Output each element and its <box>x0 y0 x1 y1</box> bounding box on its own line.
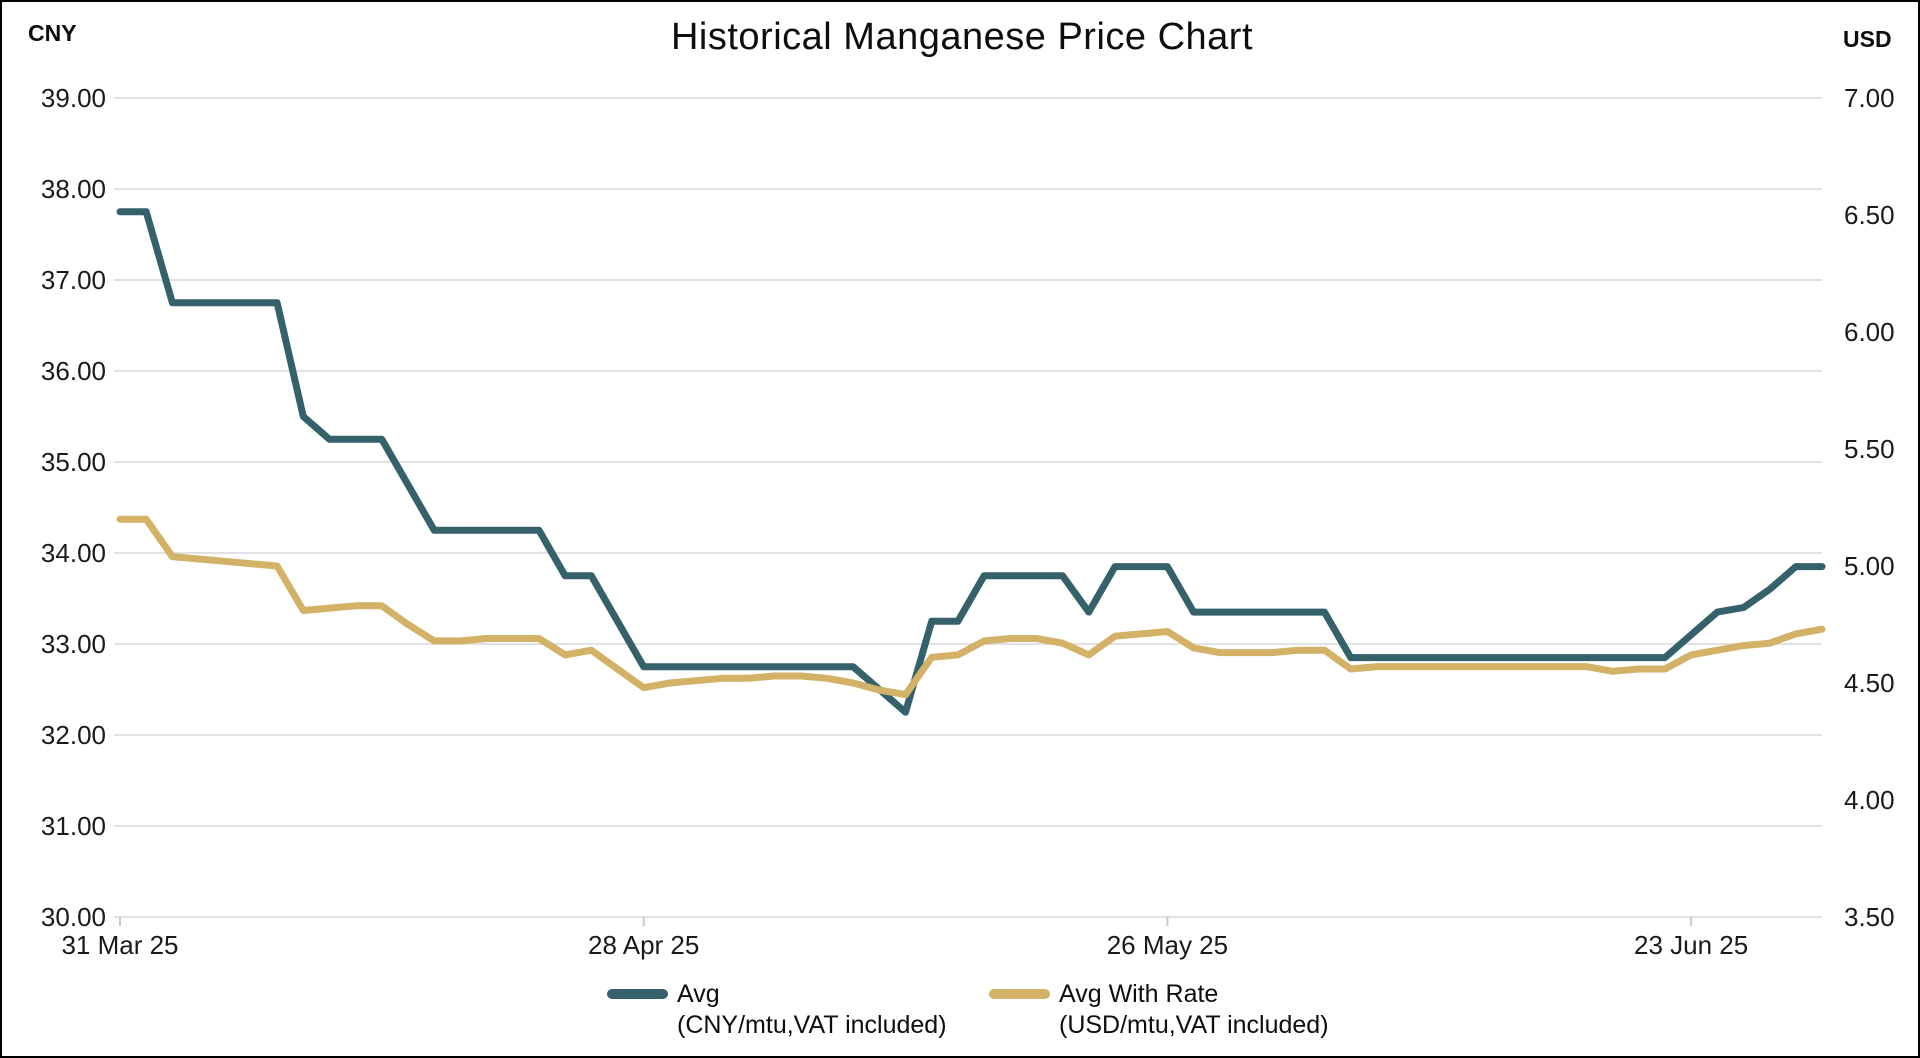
left-axis-unit-label: CNY <box>28 20 77 46</box>
x-axis-tick-label: 23 Jun 25 <box>1634 930 1748 960</box>
y-axis-right-tick-label: 6.50 <box>1844 200 1895 230</box>
y-axis-left-tick-label: 37.00 <box>41 265 106 295</box>
x-axis-tick-label: 31 Mar 25 <box>61 930 178 960</box>
x-axis-tick-label: 26 May 25 <box>1107 930 1228 960</box>
y-axis-left-tick-label: 30.00 <box>41 902 106 932</box>
y-axis-right-tick-label: 7.00 <box>1844 83 1895 113</box>
legend-series-note: (USD/mtu,VAT included) <box>1059 1011 1329 1039</box>
y-axis-left-tick-label: 33.00 <box>41 629 106 659</box>
legend-label-avg: Avg (CNY/mtu,VAT included) <box>677 979 947 1041</box>
legend-series-name: Avg <box>677 980 720 1008</box>
y-axis-right-tick-label: 5.00 <box>1844 551 1895 581</box>
avg-cny-line <box>116 208 1826 716</box>
y-axis-left-tick-labels: 39.00 38.00 37.00 36.00 35.00 34.00 33.00 32.00… <box>41 83 106 932</box>
chart-title: Historical Manganese Price Chart <box>670 16 1253 58</box>
y-axis-left-tick-label: 31.00 <box>41 811 106 841</box>
legend-item-avg: Avg (CNY/mtu,VAT included) <box>607 979 947 1041</box>
y-axis-right-tick-labels: 7.00 6.50 6.00 5.50 5.00 4.50 4.00 3.50 <box>1844 83 1895 932</box>
y-axis-left-tick-label: 39.00 <box>41 83 106 113</box>
y-axis-left-tick-label: 38.00 <box>41 174 106 204</box>
legend-series-note: (CNY/mtu,VAT included) <box>677 1011 947 1039</box>
avg-with-rate-usd-line <box>116 515 1826 699</box>
x-axis-tick-label: 28 Apr 25 <box>588 930 699 960</box>
gridlines <box>114 97 1822 918</box>
y-axis-left-tick-label: 32.00 <box>41 720 106 750</box>
avg-with-rate-series-swatch <box>989 989 1050 999</box>
legend-item-avg-with-rate: Avg With Rate (USD/mtu,VAT included) <box>989 979 1329 1041</box>
y-axis-right-tick-label: 3.50 <box>1844 902 1895 932</box>
y-axis-right-tick-label: 4.00 <box>1844 785 1895 815</box>
legend-series-name: Avg With Rate <box>1059 980 1219 1008</box>
legend-label-avg-with-rate: Avg With Rate (USD/mtu,VAT included) <box>1059 979 1329 1041</box>
y-axis-left-tick-label: 35.00 <box>41 447 106 477</box>
y-axis-left-tick-label: 34.00 <box>41 538 106 568</box>
avg-series-swatch <box>607 989 668 999</box>
y-axis-right-tick-label: 4.50 <box>1844 668 1895 698</box>
x-axis-ticks: 31 Mar 25 28 Apr 25 26 May 25 23 Jun 25 <box>61 917 1748 960</box>
y-axis-right-tick-label: 6.00 <box>1844 317 1895 347</box>
right-axis-unit-label: USD <box>1843 26 1892 52</box>
y-axis-left-tick-label: 36.00 <box>41 356 106 386</box>
y-axis-right-tick-label: 5.50 <box>1844 434 1895 464</box>
